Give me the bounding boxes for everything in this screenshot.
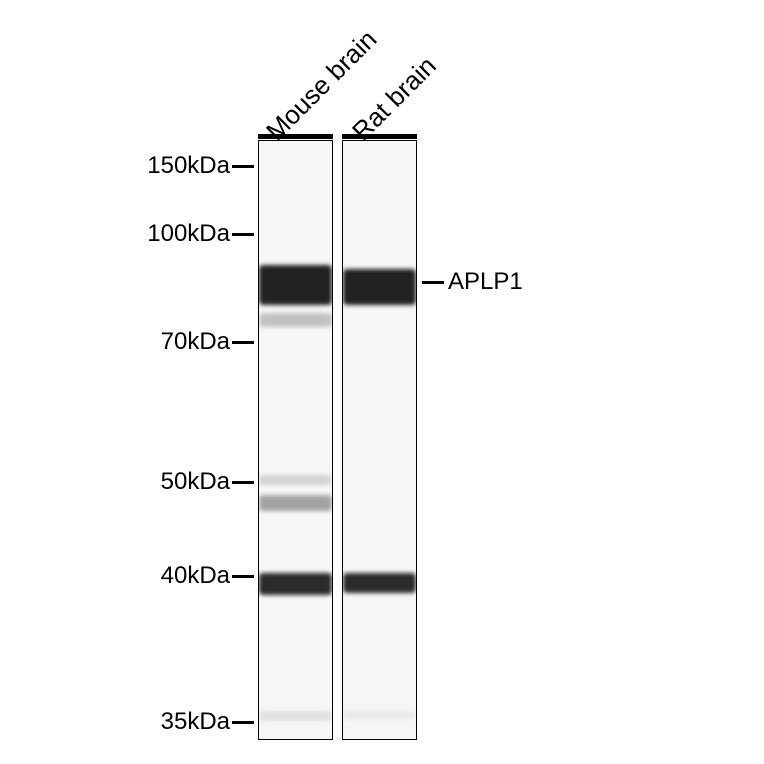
marker-tick bbox=[232, 165, 254, 168]
lane-underline bbox=[342, 134, 417, 139]
blot-band bbox=[343, 269, 416, 305]
marker-label: 70kDa bbox=[161, 328, 230, 356]
marker-tick bbox=[232, 721, 254, 724]
blot-band bbox=[259, 711, 332, 721]
marker-label: 50kDa bbox=[161, 468, 230, 496]
marker-label: 150kDa bbox=[147, 152, 230, 180]
blot-lane-mouse-brain bbox=[258, 140, 333, 740]
blot-band bbox=[259, 265, 332, 305]
blot-band bbox=[259, 573, 332, 595]
marker-label: 35kDa bbox=[161, 708, 230, 736]
marker-tick bbox=[232, 233, 254, 236]
marker-label: 100kDa bbox=[147, 220, 230, 248]
blot-lane-rat-brain bbox=[342, 140, 417, 740]
marker-tick bbox=[232, 575, 254, 578]
blot-band bbox=[259, 495, 332, 511]
blot-band bbox=[343, 573, 416, 593]
marker-tick bbox=[232, 481, 254, 484]
blot-band bbox=[259, 313, 332, 327]
marker-label: 40kDa bbox=[161, 562, 230, 590]
lane-underline bbox=[258, 134, 333, 139]
western-blot-figure: Mouse brain Rat brain 150kDa100kDa70kDa5… bbox=[0, 0, 764, 764]
blot-band bbox=[343, 711, 416, 719]
blot-band bbox=[259, 475, 332, 485]
protein-label: APLP1 bbox=[448, 268, 523, 296]
protein-tick bbox=[422, 281, 444, 284]
marker-tick bbox=[232, 341, 254, 344]
